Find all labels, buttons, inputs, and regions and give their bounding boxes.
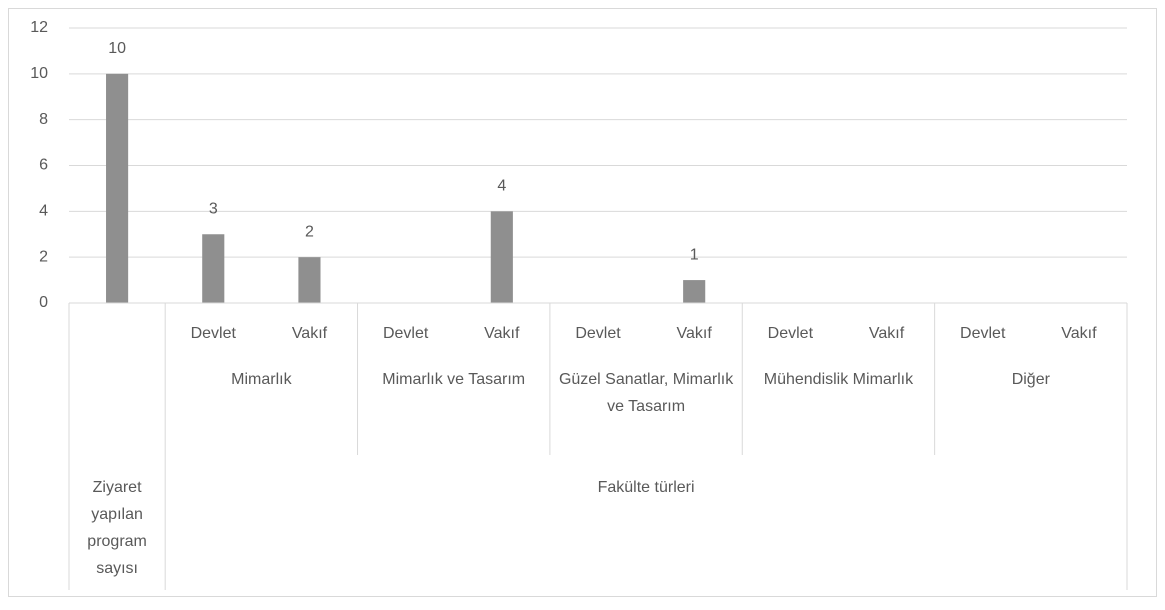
y-tick-label: 6: [39, 157, 48, 174]
x-tick-label: Vakıf: [292, 325, 328, 342]
y-tick-label: 8: [39, 111, 48, 128]
x-tick-label: Devlet: [768, 325, 814, 342]
bar: [298, 257, 321, 303]
x-tick-label: Devlet: [383, 325, 429, 342]
bar: [202, 234, 225, 303]
group-label-box: Mimarlık: [231, 371, 292, 388]
group-label-box: Mimarlık ve Tasarım: [382, 371, 526, 388]
outer-label-box: Ziyaret yapılan program sayısı: [87, 479, 147, 577]
bar: [490, 211, 513, 303]
group-label-box: Mühendislik Mimarlık: [763, 371, 914, 388]
group-label: Mimarlık ve Tasarım: [382, 371, 526, 388]
group-label-box: Diğer: [1011, 371, 1050, 388]
group-label: Mimarlık: [231, 371, 292, 388]
y-tick-label: 4: [39, 203, 48, 220]
bar: [106, 73, 129, 303]
y-tick-label: 12: [30, 19, 48, 36]
bar: [683, 280, 706, 303]
group-label-box: Güzel Sanatlar, Mimarlık ve Tasarım: [558, 371, 734, 415]
group-label: Güzel Sanatlar, Mimarlık ve Tasarım: [558, 371, 734, 415]
x-tick-label: Vakıf: [677, 325, 713, 342]
x-tick-label: Devlet: [191, 325, 237, 342]
x-tick-label: Devlet: [575, 325, 621, 342]
data-label: 10: [108, 40, 126, 57]
x-tick-label: Vakıf: [484, 325, 520, 342]
data-label: 2: [305, 223, 314, 240]
outer-label: Fakülte türleri: [597, 479, 695, 496]
data-label: 3: [209, 200, 218, 217]
x-tick-label: Vakıf: [869, 325, 905, 342]
outer-label-box: Fakülte türleri: [597, 479, 695, 496]
y-tick-label: 10: [30, 65, 48, 82]
data-label: 4: [497, 178, 506, 195]
group-label: Diğer: [1011, 371, 1050, 388]
x-tick-label: Devlet: [960, 325, 1006, 342]
outer-label: Ziyaret yapılan program sayısı: [87, 479, 147, 577]
group-label: Mühendislik Mimarlık: [763, 371, 914, 388]
y-tick-label: 2: [39, 248, 48, 265]
x-tick-label: Vakıf: [1061, 325, 1097, 342]
data-label: 1: [690, 246, 699, 263]
y-tick-label: 0: [39, 294, 48, 311]
